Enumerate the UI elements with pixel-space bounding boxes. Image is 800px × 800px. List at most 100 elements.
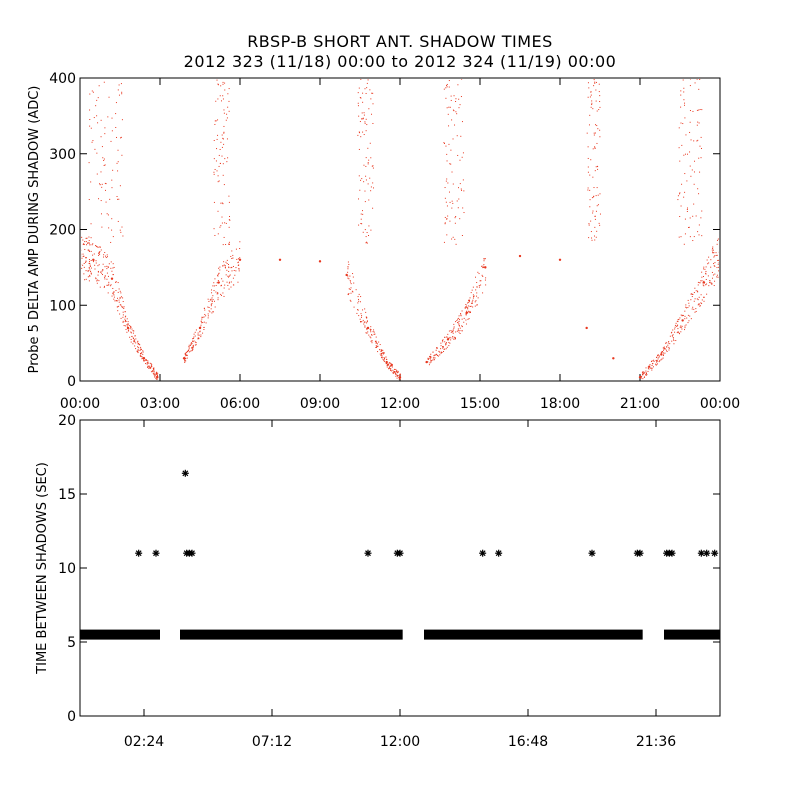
- data-point: [192, 346, 194, 348]
- data-point: [365, 242, 367, 244]
- data-point: [389, 366, 391, 368]
- data-point: [482, 292, 484, 294]
- data-point: [458, 98, 460, 100]
- data-point: [186, 357, 188, 359]
- data-point: [596, 187, 598, 189]
- data-point: [381, 349, 383, 351]
- data-point: [675, 340, 677, 342]
- data-point: [136, 350, 138, 352]
- data-point: [679, 192, 681, 194]
- data-point: [140, 355, 142, 357]
- data-point: [661, 351, 663, 353]
- data-point: [464, 307, 466, 309]
- data-point: [668, 341, 670, 343]
- data-point: [185, 354, 187, 356]
- data-point: [449, 220, 451, 222]
- data-point: [222, 81, 224, 83]
- data-point: [466, 310, 468, 312]
- data-point: [468, 299, 470, 301]
- asterisk-point: [396, 549, 404, 557]
- data-point: [713, 263, 715, 265]
- data-point: [440, 345, 442, 347]
- data-point: [718, 270, 719, 272]
- data-point: [122, 301, 124, 303]
- data-point: [375, 336, 377, 338]
- plot-frame: [79, 77, 721, 382]
- data-point: [86, 237, 88, 239]
- data-point: [696, 140, 698, 142]
- data-point: [703, 285, 705, 287]
- data-point: [598, 109, 600, 111]
- data-point: [460, 135, 462, 137]
- data-point: [472, 299, 474, 301]
- data-point: [448, 345, 450, 347]
- data-point: [443, 351, 445, 353]
- asterisk-point: [364, 549, 372, 557]
- data-point: [698, 303, 700, 305]
- data-point: [237, 261, 239, 263]
- data-point: [207, 298, 209, 300]
- data-point: [597, 204, 599, 206]
- y-tick-label: 100: [49, 298, 76, 314]
- data-point: [184, 359, 186, 361]
- data-point: [663, 348, 665, 350]
- data-point: [350, 283, 352, 285]
- data-point: [370, 337, 372, 339]
- data-point: [360, 218, 362, 220]
- data-point: [369, 328, 371, 330]
- data-point: [129, 336, 131, 338]
- data-point: [155, 379, 157, 380]
- data-point: [376, 341, 378, 343]
- data-point: [368, 159, 370, 161]
- data-point: [465, 304, 467, 306]
- data-point: [363, 114, 365, 116]
- data-point: [122, 307, 124, 309]
- data-point: [184, 353, 186, 355]
- data-point: [112, 287, 114, 289]
- data-point: [221, 202, 223, 204]
- data-point: [202, 316, 204, 318]
- data-point: [438, 350, 440, 352]
- data-point: [447, 215, 449, 217]
- data-point: [642, 378, 644, 380]
- data-point: [587, 189, 589, 191]
- data-point: [380, 352, 382, 354]
- data-point: [718, 262, 719, 264]
- data-point: [671, 335, 673, 337]
- data-point: [110, 241, 112, 243]
- data-point: [716, 274, 718, 276]
- data-point: [383, 352, 385, 354]
- data-point: [199, 331, 201, 333]
- data-point: [370, 186, 372, 188]
- data-point: [455, 321, 457, 323]
- data-point: [587, 96, 589, 98]
- data-point: [107, 266, 109, 268]
- data-point: [193, 336, 195, 338]
- data-point: [85, 260, 87, 262]
- data-point: [701, 210, 703, 212]
- data-point: [200, 334, 202, 336]
- data-point: [594, 218, 596, 220]
- data-point: [711, 283, 713, 285]
- data-point: [391, 366, 393, 368]
- data-point: [469, 297, 471, 299]
- data-point: [118, 299, 120, 301]
- data-point: [392, 372, 394, 374]
- data-point: [663, 349, 665, 351]
- data-point: [214, 168, 216, 170]
- data-point: [190, 343, 192, 345]
- data-point: [97, 279, 99, 281]
- data-point: [701, 235, 703, 237]
- data-point: [594, 215, 596, 217]
- data-point: [451, 207, 453, 209]
- data-point: [96, 115, 98, 117]
- data-point: [483, 260, 485, 262]
- data-point: [118, 84, 120, 86]
- data-point: [85, 261, 87, 263]
- data-point: [399, 378, 401, 380]
- data-point: [389, 365, 391, 367]
- data-point: [457, 329, 459, 331]
- data-point: [468, 300, 470, 302]
- data-point: [225, 119, 227, 121]
- data-point: [235, 270, 237, 272]
